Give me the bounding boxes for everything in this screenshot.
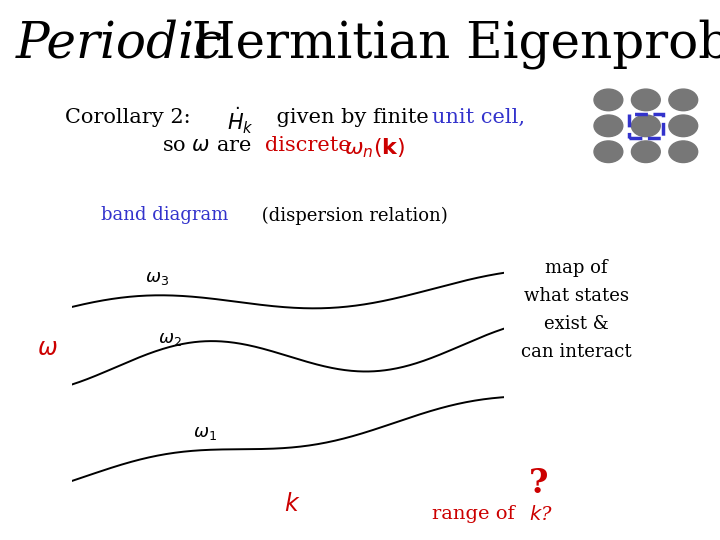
Text: Hermitian Eigenproblems: Hermitian Eigenproblems [176, 19, 720, 69]
Text: $\omega_3$: $\omega_3$ [145, 269, 169, 287]
Text: $\omega$: $\omega$ [37, 337, 58, 360]
Text: $k$: $k$ [284, 494, 301, 516]
Text: unit cell,: unit cell, [432, 108, 525, 127]
Text: Corollary 2:: Corollary 2: [65, 108, 204, 127]
Text: Periodic: Periodic [16, 19, 223, 69]
Text: so $\omega$ are: so $\omega$ are [162, 136, 253, 155]
Text: $\omega_2$: $\omega_2$ [158, 330, 182, 348]
Text: (dispersion relation): (dispersion relation) [256, 206, 447, 225]
Text: discrete: discrete [265, 136, 351, 155]
Text: map of
what states
exist &
can interact: map of what states exist & can interact [521, 259, 631, 361]
Text: ?: ? [529, 467, 549, 500]
Text: range of: range of [432, 505, 521, 523]
Text: given by finite: given by finite [270, 108, 436, 127]
Text: $\omega_n(\mathbf{k})$: $\omega_n(\mathbf{k})$ [344, 136, 405, 160]
Text: band diagram: band diagram [101, 206, 228, 224]
Text: $\dot{H}_k$: $\dot{H}_k$ [227, 105, 253, 136]
Text: $k$?: $k$? [529, 504, 553, 524]
Text: $\omega_1$: $\omega_1$ [193, 424, 217, 442]
